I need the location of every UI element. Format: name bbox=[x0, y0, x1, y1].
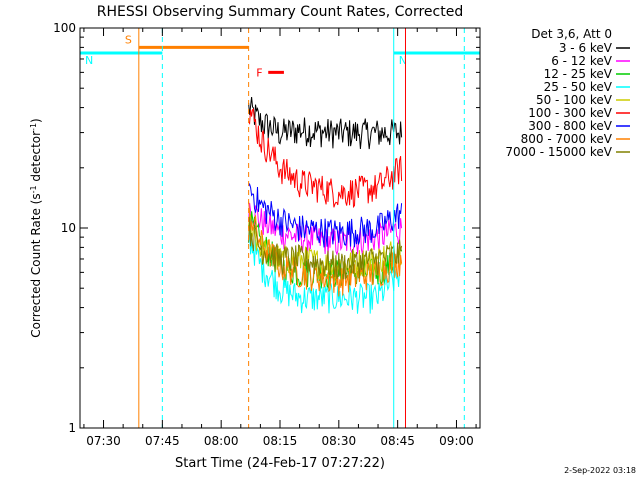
y-axis-label: Corrected Count Rate (s-1 detector-1) bbox=[29, 118, 44, 337]
y-tick-label: 10 bbox=[61, 221, 76, 235]
flag-label: S bbox=[125, 33, 132, 46]
x-axis-label: Start Time (24-Feb-17 07:27:22) bbox=[175, 456, 385, 471]
series-line bbox=[248, 201, 403, 297]
chart-title: RHESSI Observing Summary Count Rates, Co… bbox=[97, 4, 463, 20]
legend-label: 300 - 800 keV bbox=[528, 119, 612, 133]
flag-label: N bbox=[399, 54, 407, 67]
x-tick-label: 07:45 bbox=[145, 434, 180, 448]
legend-label: 100 - 300 keV bbox=[528, 106, 612, 120]
x-tick-label: 08:15 bbox=[263, 434, 298, 448]
legend-title: Det 3,6, Att 0 bbox=[531, 27, 612, 41]
series-line bbox=[248, 108, 403, 209]
flag-bars: S N N F bbox=[80, 33, 480, 79]
timestamp: 2-Sep-2022 03:18 bbox=[564, 466, 636, 475]
legend-label: 6 - 12 keV bbox=[551, 54, 613, 68]
flag-label: F bbox=[256, 66, 262, 79]
marker-lines bbox=[79, 28, 465, 428]
x-tick-label: 08:45 bbox=[380, 434, 415, 448]
y-tick-label: 100 bbox=[53, 21, 76, 35]
series-line bbox=[248, 96, 403, 150]
x-tick-label: 08:00 bbox=[204, 434, 239, 448]
legend-label: 12 - 25 keV bbox=[544, 67, 613, 81]
y-axis: 1 10 100 bbox=[53, 21, 480, 435]
data-series bbox=[248, 96, 403, 314]
legend-label: 7000 - 15000 keV bbox=[505, 145, 612, 159]
legend-label: 50 - 100 keV bbox=[536, 93, 613, 107]
x-tick-label: 08:30 bbox=[322, 434, 357, 448]
x-axis: 07:30 07:45 08:00 08:15 08:30 08:45 09:00 bbox=[83, 28, 477, 448]
x-tick-label: 09:00 bbox=[439, 434, 474, 448]
legend-label: 25 - 50 keV bbox=[544, 80, 613, 94]
series-line bbox=[248, 216, 403, 281]
legend-label: 3 - 6 keV bbox=[559, 41, 613, 55]
y-tick-label: 1 bbox=[68, 421, 76, 435]
series-line bbox=[248, 182, 403, 248]
x-tick-label: 07:30 bbox=[86, 434, 121, 448]
legend-label: 800 - 7000 keV bbox=[521, 132, 613, 146]
flag-label: N bbox=[85, 54, 93, 67]
